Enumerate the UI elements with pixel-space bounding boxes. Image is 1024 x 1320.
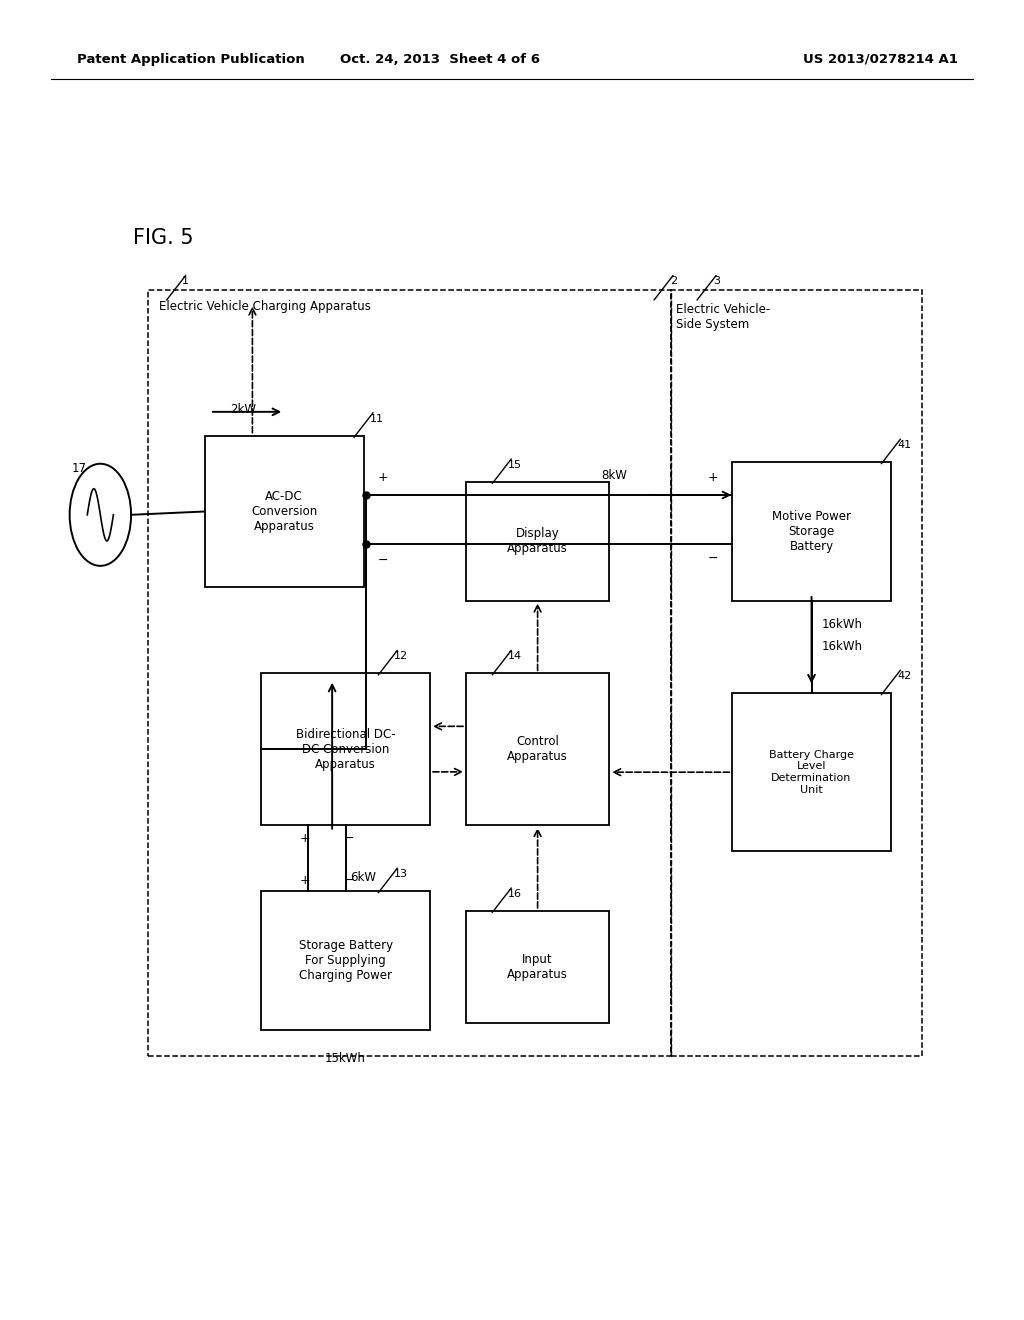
Text: 6kW: 6kW xyxy=(350,871,377,884)
Text: Electric Vehicle-
Side System: Electric Vehicle- Side System xyxy=(676,302,770,331)
Text: 11: 11 xyxy=(370,413,384,424)
Text: Electric Vehicle Charging Apparatus: Electric Vehicle Charging Apparatus xyxy=(159,300,371,313)
Text: 2kW: 2kW xyxy=(230,403,256,416)
Text: Bidirectional DC-
DC Conversion
Apparatus: Bidirectional DC- DC Conversion Apparatu… xyxy=(296,727,395,771)
Bar xyxy=(205,436,364,587)
Text: Patent Application Publication: Patent Application Publication xyxy=(77,53,304,66)
Text: +: + xyxy=(300,874,310,887)
Text: 13: 13 xyxy=(394,869,408,879)
Text: 16kWh: 16kWh xyxy=(821,618,863,631)
Text: +: + xyxy=(378,471,388,484)
Ellipse shape xyxy=(70,463,131,566)
Bar xyxy=(148,290,671,1056)
Text: 1: 1 xyxy=(182,276,189,286)
Text: 8kW: 8kW xyxy=(601,469,628,482)
Text: 42: 42 xyxy=(897,671,911,681)
Text: Display
Apparatus: Display Apparatus xyxy=(507,527,568,556)
Text: 14: 14 xyxy=(508,651,522,661)
Text: 3: 3 xyxy=(713,276,720,286)
Text: −: − xyxy=(343,832,354,845)
Bar xyxy=(671,290,922,1056)
Text: Battery Charge
Level
Determination
Unit: Battery Charge Level Determination Unit xyxy=(769,750,854,795)
Bar xyxy=(466,673,609,825)
Text: −: − xyxy=(378,554,388,568)
Text: Oct. 24, 2013  Sheet 4 of 6: Oct. 24, 2013 Sheet 4 of 6 xyxy=(340,53,541,66)
Text: −: − xyxy=(343,874,354,887)
Text: +: + xyxy=(300,832,310,845)
Text: Motive Power
Storage
Battery: Motive Power Storage Battery xyxy=(772,510,851,553)
Bar xyxy=(466,482,609,601)
Text: US 2013/0278214 A1: US 2013/0278214 A1 xyxy=(803,53,957,66)
Text: +: + xyxy=(708,471,718,484)
Bar xyxy=(466,911,609,1023)
Text: 12: 12 xyxy=(394,651,409,661)
Bar xyxy=(261,673,430,825)
Text: −: − xyxy=(708,552,718,565)
Text: 15: 15 xyxy=(508,459,522,470)
Text: Input
Apparatus: Input Apparatus xyxy=(507,953,568,981)
Text: 16: 16 xyxy=(508,888,522,899)
Text: Control
Apparatus: Control Apparatus xyxy=(507,735,568,763)
Text: Storage Battery
For Supplying
Charging Power: Storage Battery For Supplying Charging P… xyxy=(299,939,392,982)
Bar xyxy=(732,693,891,851)
Text: 17: 17 xyxy=(72,462,87,475)
Text: 2: 2 xyxy=(670,276,677,286)
Text: 15kWh: 15kWh xyxy=(326,1052,366,1065)
Text: AC-DC
Conversion
Apparatus: AC-DC Conversion Apparatus xyxy=(251,490,317,533)
Text: FIG. 5: FIG. 5 xyxy=(133,227,194,248)
Text: 41: 41 xyxy=(897,440,911,450)
Bar xyxy=(261,891,430,1030)
Text: 16kWh: 16kWh xyxy=(821,640,863,653)
Bar xyxy=(732,462,891,601)
